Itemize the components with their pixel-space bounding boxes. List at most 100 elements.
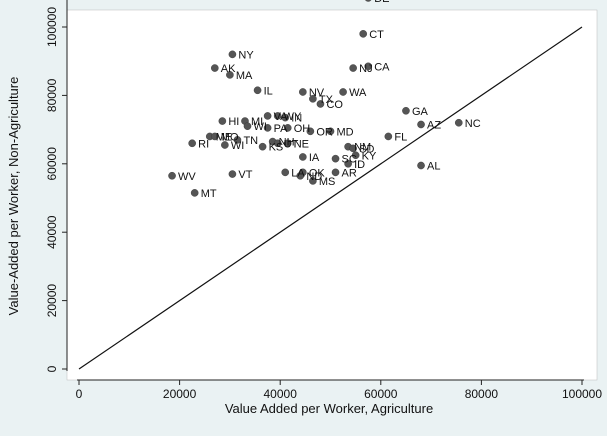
data-point-label: NJ: [359, 63, 372, 75]
data-point: [344, 159, 352, 168]
data-point: [228, 50, 237, 59]
data-point-label: VT: [238, 169, 252, 181]
data-point: [281, 113, 290, 122]
data-point-label: KY: [362, 150, 377, 162]
data-point: [306, 127, 315, 136]
data-point: [226, 71, 234, 79]
data-point: [417, 161, 425, 170]
data-point: [326, 127, 335, 136]
data-point: [233, 136, 242, 144]
data-point-label: CA: [374, 61, 390, 73]
y-tick-label: 80000: [45, 78, 59, 112]
data-point: [273, 139, 282, 148]
data-point: [364, 62, 373, 71]
data-point-label: PA: [274, 123, 289, 135]
data-point: [243, 122, 252, 130]
data-point-label: MA: [236, 70, 253, 82]
y-tick-label: 20000: [45, 284, 59, 318]
data-point-label: CO: [326, 99, 343, 111]
data-point-label: MD: [337, 126, 354, 138]
x-tick-label: 0: [76, 387, 83, 401]
data-point-label: VA: [274, 111, 289, 123]
data-point: [263, 112, 272, 120]
x-tick-label: 60000: [364, 387, 398, 401]
data-point: [188, 139, 196, 148]
data-point-label: OR: [316, 126, 333, 138]
x-tick-label: 80000: [465, 387, 499, 401]
data-point-label: TN: [243, 135, 258, 147]
data-point-label: AR: [342, 167, 357, 179]
data-point: [168, 171, 176, 180]
data-point: [384, 132, 393, 141]
data-point: [283, 124, 292, 132]
data-point-label: TX: [319, 94, 334, 106]
data-point: [402, 106, 410, 115]
reference-line: [78, 26, 583, 370]
data-point-label: NY: [238, 49, 254, 61]
data-point: [349, 144, 357, 153]
axes: 0 20000 40000 60000 80000 100000 0 20000 40000 60…: [45, 0, 602, 401]
y-axis-title: Value-Added per Worker, Non-Agriculture: [6, 77, 21, 316]
data-point-label: WA: [349, 87, 367, 99]
data-point: [454, 118, 463, 127]
data-point: [349, 64, 357, 72]
y-tick-label: 100000: [45, 7, 59, 47]
data-point: [211, 64, 219, 72]
data-point-label: SC: [342, 154, 357, 166]
data-point-label: HI: [228, 116, 239, 128]
data-point: [281, 168, 290, 177]
data-point-label: NE: [294, 138, 309, 150]
y-tick-label: 0: [45, 365, 59, 372]
data-points: [168, 0, 463, 197]
data-point: [263, 124, 272, 132]
data-point: [221, 141, 229, 149]
data-point-label: MO: [221, 131, 239, 143]
data-point-label: KS: [269, 142, 284, 154]
x-tick-label: 20000: [163, 387, 197, 401]
data-point-label: OK: [309, 167, 326, 179]
data-point-label: OH: [294, 123, 311, 135]
x-tick-label: 100000: [562, 387, 602, 401]
data-point-label: MI: [251, 116, 263, 128]
data-point-label: ME: [216, 131, 233, 143]
data-point: [309, 177, 317, 185]
data-point: [331, 154, 340, 163]
x-tick-label: 40000: [264, 387, 298, 401]
data-point-label: FL: [394, 131, 407, 143]
data-point-label: ID: [354, 159, 365, 171]
data-point-label: WI: [231, 140, 244, 152]
data-point-label: IL: [264, 85, 273, 97]
data-point-label: WV: [178, 171, 196, 183]
data-point-label: SD: [359, 143, 374, 155]
data-point-label: WI: [254, 121, 267, 133]
data-point-label: GA: [412, 106, 429, 118]
data-point: [359, 30, 367, 38]
data-point: [283, 139, 292, 148]
data-point: [417, 120, 425, 129]
data-point-label: DE: [374, 0, 389, 5]
y-tick-label: 40000: [45, 215, 59, 249]
data-point-label: LA: [291, 167, 305, 179]
y-tick-label: 60000: [45, 147, 59, 181]
data-point: [365, 0, 372, 2]
x-axis-title: Value Added per Worker, Agriculture: [225, 401, 433, 416]
data-point: [253, 86, 262, 95]
data-point-label: RI: [198, 138, 209, 150]
data-point-label: NM: [354, 142, 371, 154]
data-point: [316, 100, 325, 108]
data-point: [351, 151, 360, 160]
data-point-label: NV: [309, 87, 325, 99]
data-point-label: MT: [201, 188, 217, 200]
data-point: [258, 142, 267, 151]
data-point-label: IN: [291, 113, 302, 125]
data-point: [218, 117, 227, 125]
data-point: [190, 189, 199, 197]
data-point-label: ND: [306, 171, 322, 183]
data-point-label: IA: [309, 152, 320, 164]
data-point-label: AK: [221, 63, 236, 75]
data-point-label: NC: [465, 118, 481, 130]
data-point: [211, 132, 219, 141]
data-point-label: AL: [427, 161, 440, 173]
